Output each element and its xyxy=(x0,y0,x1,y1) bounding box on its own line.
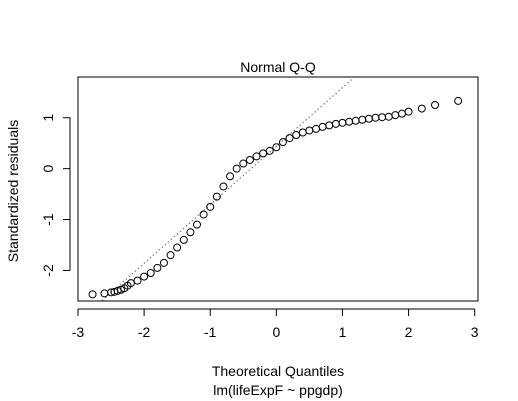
data-point xyxy=(371,113,380,122)
data-point xyxy=(358,115,367,124)
data-point xyxy=(292,131,301,140)
chart-subtitle: lm(lifeExpF ~ ppgdp) xyxy=(213,382,343,398)
x-tick-label: -3 xyxy=(72,324,85,340)
y-tick-label: -1 xyxy=(40,213,56,226)
y-tick-label: -2 xyxy=(40,264,56,277)
data-point xyxy=(378,113,387,122)
data-point xyxy=(193,220,202,229)
x-tick-label: 3 xyxy=(471,324,479,340)
data-point xyxy=(146,269,155,277)
data-point xyxy=(265,146,274,155)
data-point xyxy=(454,96,463,105)
plot-frame xyxy=(77,76,479,302)
data-point xyxy=(186,228,195,237)
chart-title: Normal Q-Q xyxy=(240,59,316,75)
data-point xyxy=(212,192,221,201)
data-point xyxy=(173,243,182,252)
data-point xyxy=(113,286,122,295)
data-point xyxy=(206,202,215,211)
data-point xyxy=(133,276,142,285)
data-point xyxy=(351,116,360,125)
data-point xyxy=(391,111,400,120)
y-axis: -2 -1 0 1 xyxy=(40,114,71,277)
data-point xyxy=(259,149,268,158)
x-tick-label: 0 xyxy=(272,324,280,340)
data-point xyxy=(431,101,440,109)
data-point xyxy=(100,289,109,298)
data-point xyxy=(278,138,287,147)
data-point xyxy=(312,124,321,133)
data-point xyxy=(397,109,406,118)
data-points xyxy=(88,96,463,299)
reference-line-group xyxy=(100,77,356,301)
data-point xyxy=(318,122,327,131)
x-tick-label: -1 xyxy=(204,324,217,340)
data-point xyxy=(239,159,248,168)
y-tick-label: 1 xyxy=(40,114,56,122)
y-axis-label: Standardized residuals xyxy=(5,120,21,262)
data-point xyxy=(153,263,162,272)
data-point xyxy=(305,126,314,135)
data-point xyxy=(345,117,354,126)
reference-line xyxy=(100,77,356,301)
data-point xyxy=(88,290,97,299)
data-point xyxy=(232,164,241,173)
data-point xyxy=(364,114,373,123)
data-point xyxy=(140,272,149,281)
data-point xyxy=(331,119,340,128)
data-point xyxy=(417,104,426,113)
data-point xyxy=(126,279,135,288)
data-point xyxy=(245,155,254,164)
data-point xyxy=(404,107,413,116)
data-point xyxy=(384,112,393,121)
data-point xyxy=(179,235,188,244)
x-axis: -3 -2 -1 0 1 2 3 xyxy=(72,308,479,340)
data-point xyxy=(226,172,235,181)
data-point xyxy=(199,210,208,219)
x-tick-label: 1 xyxy=(339,324,347,340)
data-point xyxy=(298,128,307,137)
data-point xyxy=(166,251,175,260)
x-tick-label: -2 xyxy=(138,324,151,340)
data-point xyxy=(159,258,168,267)
x-tick-label: 2 xyxy=(405,324,413,340)
data-point xyxy=(325,121,334,130)
data-point xyxy=(219,182,228,191)
data-point xyxy=(338,118,347,127)
data-point xyxy=(285,134,294,143)
x-axis-label: Theoretical Quantiles xyxy=(212,363,344,379)
data-point xyxy=(272,143,281,152)
y-tick-label: 0 xyxy=(40,165,56,173)
data-point xyxy=(252,152,261,161)
